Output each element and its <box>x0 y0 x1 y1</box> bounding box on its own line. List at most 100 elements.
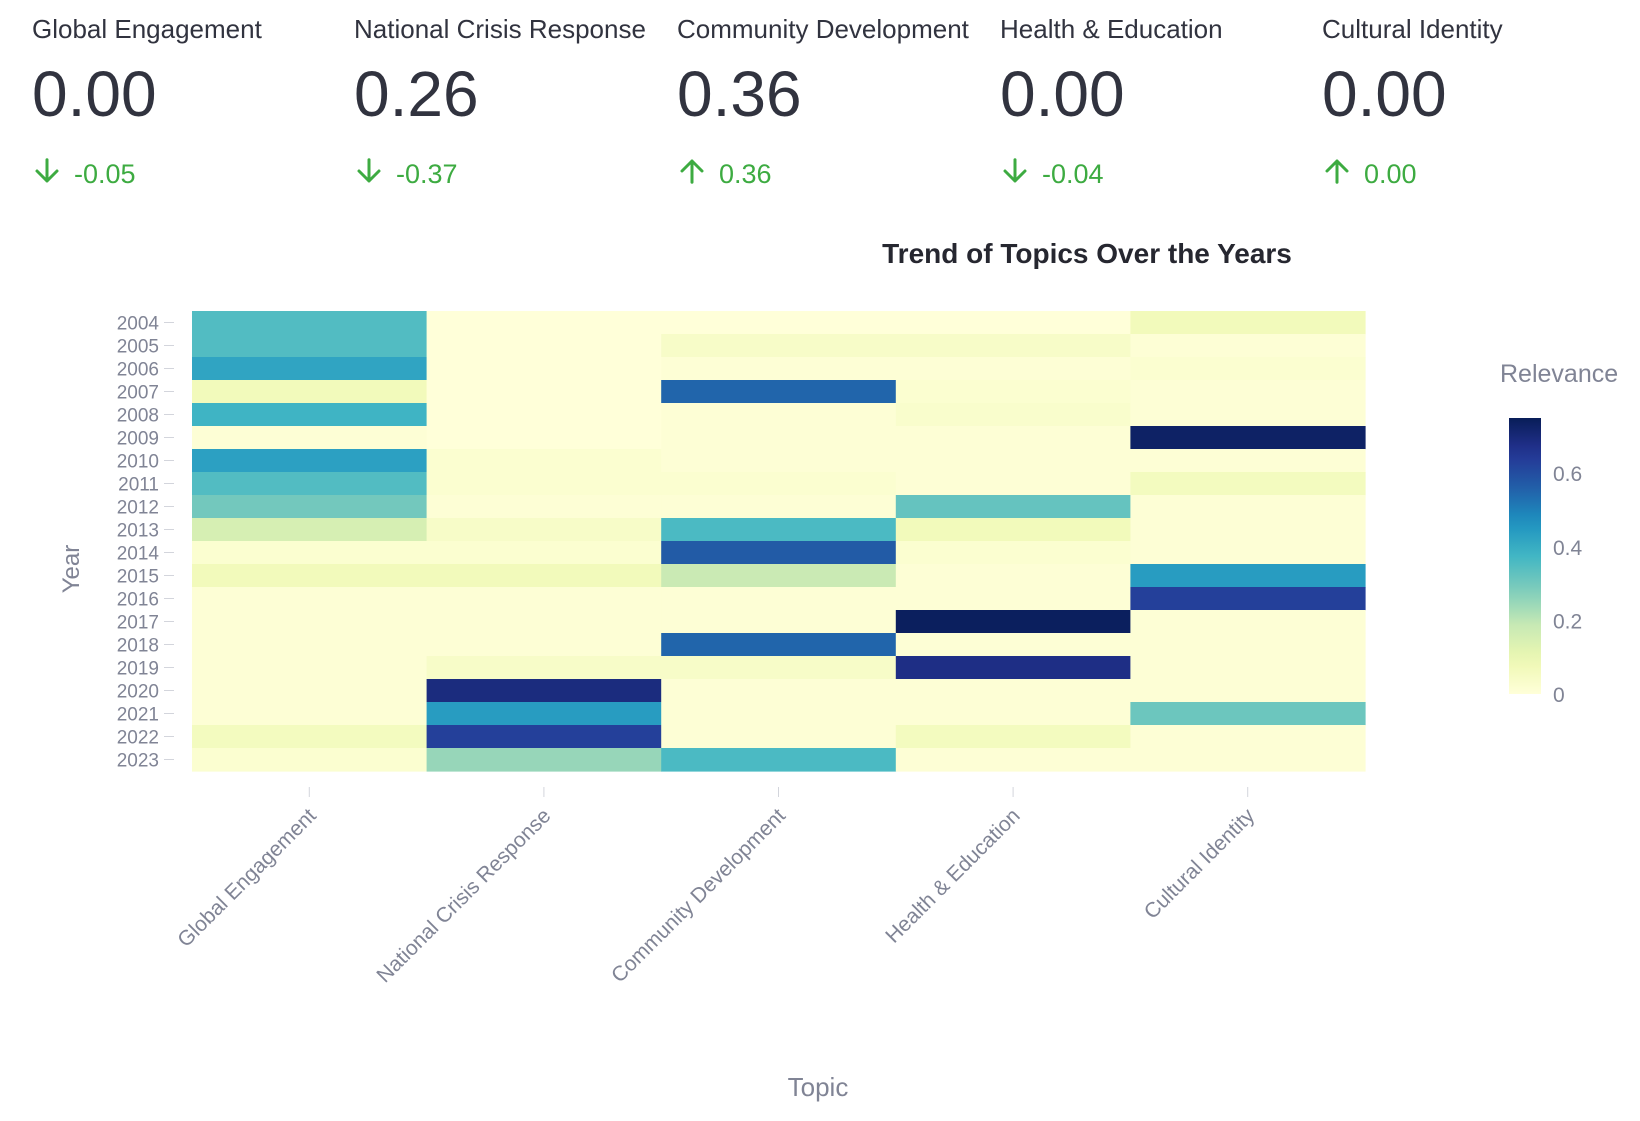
heatmap-cell[interactable] <box>1130 380 1366 404</box>
heatmap-cell[interactable] <box>1130 426 1366 450</box>
heatmap-cell[interactable] <box>1130 679 1366 703</box>
heatmap-cell[interactable] <box>895 518 1131 542</box>
heatmap-cell[interactable] <box>192 541 428 565</box>
heatmap-cell[interactable] <box>426 403 662 427</box>
heatmap-cell[interactable] <box>661 633 897 657</box>
heatmap-cell[interactable] <box>895 495 1131 519</box>
heatmap-cell[interactable] <box>895 311 1131 335</box>
heatmap-cell[interactable] <box>426 357 662 381</box>
heatmap-cell[interactable] <box>661 426 897 450</box>
heatmap-cell[interactable] <box>895 587 1131 611</box>
heatmap-cell[interactable] <box>895 725 1131 749</box>
heatmap-cell[interactable] <box>426 380 662 404</box>
heatmap-cell[interactable] <box>1130 633 1366 657</box>
heatmap-cell[interactable] <box>192 725 428 749</box>
heatmap-cell[interactable] <box>1130 610 1366 634</box>
heatmap-cell[interactable] <box>192 610 428 634</box>
heatmap-cell[interactable] <box>895 380 1131 404</box>
heatmap-cell[interactable] <box>1130 587 1366 611</box>
heatmap-cell[interactable] <box>1130 702 1366 726</box>
heatmap-cell[interactable] <box>661 564 897 588</box>
heatmap-cell[interactable] <box>895 748 1131 772</box>
heatmap-cell[interactable] <box>1130 564 1366 588</box>
heatmap-cell[interactable] <box>661 311 897 335</box>
heatmap-cell[interactable] <box>1130 357 1366 381</box>
heatmap-cell[interactable] <box>192 403 428 427</box>
heatmap-cell[interactable] <box>895 334 1131 358</box>
heatmap-cell[interactable] <box>895 702 1131 726</box>
heatmap-cell[interactable] <box>426 748 662 772</box>
heatmap-cell[interactable] <box>192 702 428 726</box>
heatmap-cell[interactable] <box>192 587 428 611</box>
heatmap-cell[interactable] <box>426 334 662 358</box>
heatmap-cell[interactable] <box>192 518 428 542</box>
heatmap-cell[interactable] <box>895 656 1131 680</box>
heatmap-cell[interactable] <box>1130 518 1366 542</box>
heatmap-cell[interactable] <box>1130 725 1366 749</box>
heatmap-cell[interactable] <box>661 334 897 358</box>
heatmap-cell[interactable] <box>895 541 1131 565</box>
heatmap-cell[interactable] <box>192 679 428 703</box>
heatmap-cell[interactable] <box>426 495 662 519</box>
heatmap-cell[interactable] <box>192 357 428 381</box>
heatmap-cell[interactable] <box>895 472 1131 496</box>
heatmap-cell[interactable] <box>1130 403 1366 427</box>
heatmap-cell[interactable] <box>192 449 428 473</box>
heatmap-cell[interactable] <box>661 495 897 519</box>
heatmap-cell[interactable] <box>661 656 897 680</box>
heatmap-cell[interactable] <box>661 541 897 565</box>
heatmap-cell[interactable] <box>895 403 1131 427</box>
heatmap-cell[interactable] <box>1130 449 1366 473</box>
heatmap-cell[interactable] <box>192 426 428 450</box>
heatmap-cell[interactable] <box>426 702 662 726</box>
heatmap-cell[interactable] <box>426 426 662 450</box>
heatmap-cell[interactable] <box>192 564 428 588</box>
heatmap-cell[interactable] <box>426 564 662 588</box>
heatmap-cell[interactable] <box>661 725 897 749</box>
heatmap-cell[interactable] <box>192 380 428 404</box>
heatmap-cell[interactable] <box>895 449 1131 473</box>
heatmap-cell[interactable] <box>1130 472 1366 496</box>
heatmap-cell[interactable] <box>661 702 897 726</box>
heatmap-cell[interactable] <box>192 633 428 657</box>
heatmap-cell[interactable] <box>895 357 1131 381</box>
heatmap-cell[interactable] <box>426 541 662 565</box>
heatmap-cell[interactable] <box>426 656 662 680</box>
heatmap-cell[interactable] <box>661 449 897 473</box>
heatmap-cell[interactable] <box>661 357 897 381</box>
heatmap-cell[interactable] <box>1130 541 1366 565</box>
heatmap-cell[interactable] <box>192 334 428 358</box>
heatmap-cell[interactable] <box>192 495 428 519</box>
heatmap-cell[interactable] <box>426 633 662 657</box>
heatmap-cell[interactable] <box>895 633 1131 657</box>
heatmap-cell[interactable] <box>1130 334 1366 358</box>
heatmap-cell[interactable] <box>426 311 662 335</box>
heatmap-cell[interactable] <box>426 518 662 542</box>
heatmap-cell[interactable] <box>895 426 1131 450</box>
heatmap-cell[interactable] <box>661 587 897 611</box>
heatmap-cell[interactable] <box>192 748 428 772</box>
heatmap-cell[interactable] <box>192 656 428 680</box>
heatmap-cell[interactable] <box>661 518 897 542</box>
heatmap-svg[interactable]: Trend of Topics Over the Years 200420052… <box>0 220 1640 1116</box>
heatmap-cell[interactable] <box>426 587 662 611</box>
heatmap-cell[interactable] <box>1130 495 1366 519</box>
heatmap-cell[interactable] <box>661 610 897 634</box>
heatmap-cell[interactable] <box>1130 311 1366 335</box>
heatmap-cell[interactable] <box>661 472 897 496</box>
heatmap-cell[interactable] <box>192 472 428 496</box>
heatmap-cell[interactable] <box>192 311 428 335</box>
heatmap-cell[interactable] <box>895 610 1131 634</box>
heatmap-cell[interactable] <box>661 380 897 404</box>
heatmap-cell[interactable] <box>1130 656 1366 680</box>
heatmap-cell[interactable] <box>1130 748 1366 772</box>
heatmap-cell[interactable] <box>426 679 662 703</box>
heatmap-cell[interactable] <box>895 679 1131 703</box>
heatmap-cell[interactable] <box>426 449 662 473</box>
heatmap-cell[interactable] <box>426 610 662 634</box>
heatmap-cell[interactable] <box>661 748 897 772</box>
heatmap-cell[interactable] <box>426 725 662 749</box>
heatmap-cell[interactable] <box>661 679 897 703</box>
heatmap-cell[interactable] <box>426 472 662 496</box>
heatmap-cell[interactable] <box>895 564 1131 588</box>
